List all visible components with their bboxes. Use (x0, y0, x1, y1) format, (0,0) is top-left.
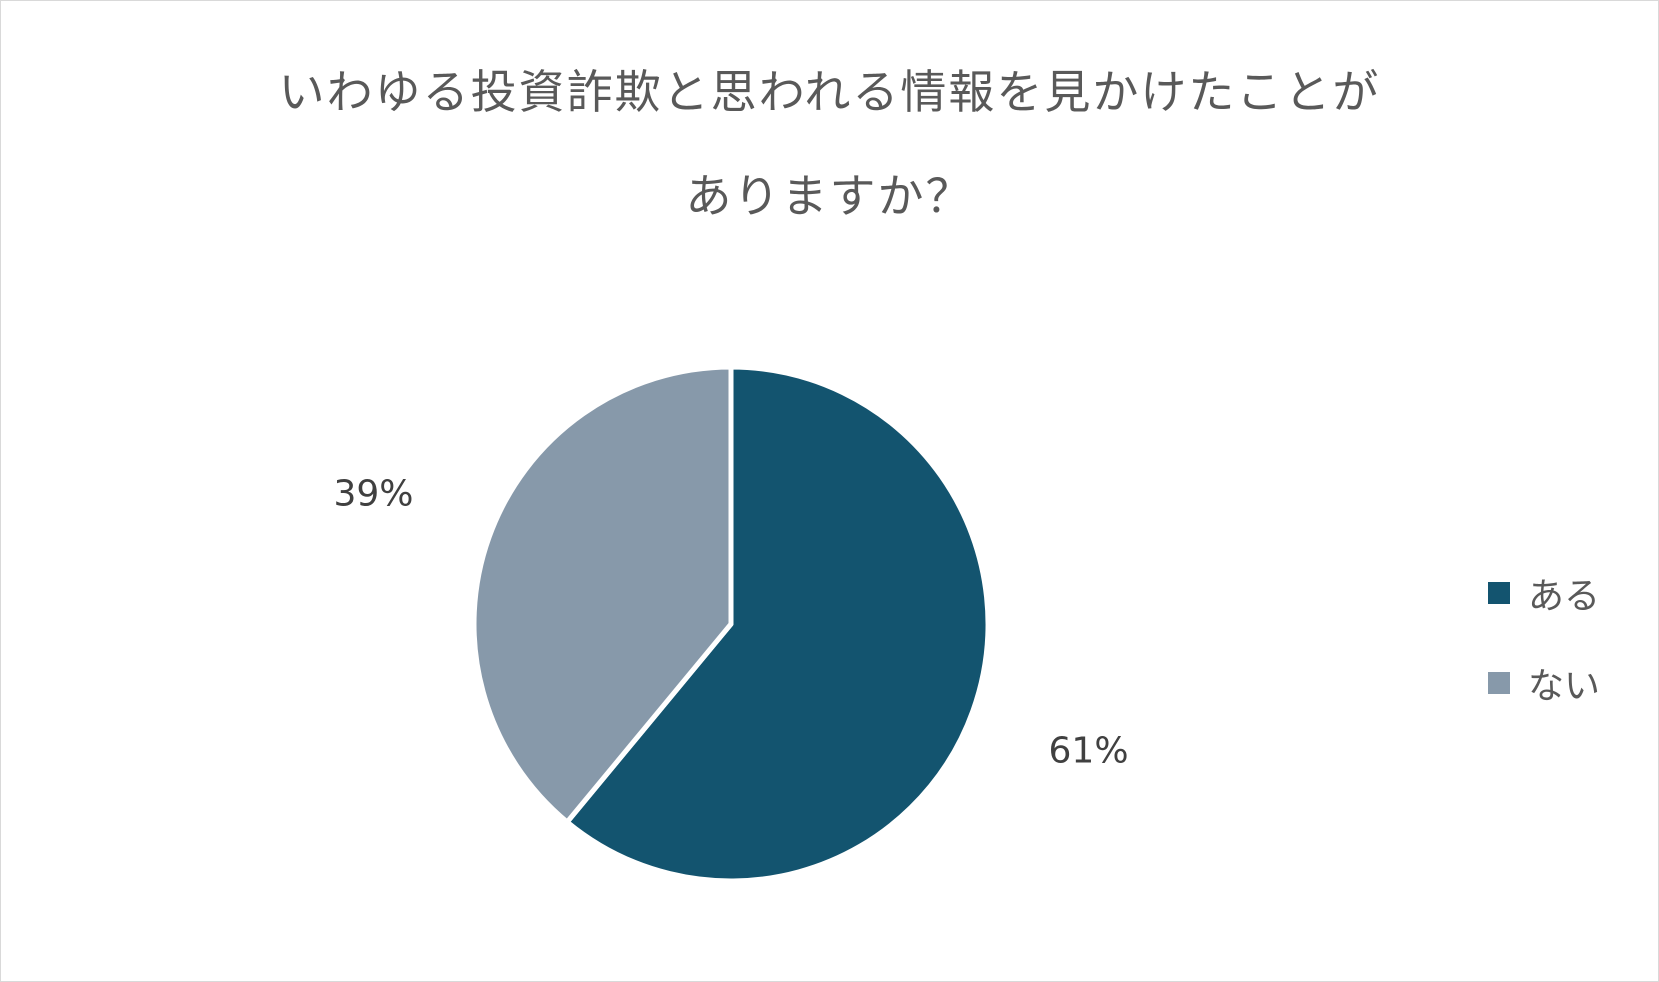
chart-legend: ある ない (1488, 548, 1600, 728)
legend-swatch-nai (1488, 672, 1510, 694)
chart-title-line2: ありますか？ (685, 169, 974, 223)
legend-label-aru: ある (1528, 576, 1601, 617)
pie-slice-aru (564, 364, 991, 884)
chart-title-line1: いわゆる投資詐欺と思われる情報を見かけたことが (278, 65, 1381, 119)
data-label-nai: 39% (333, 473, 413, 514)
legend-label-nai: ない (1528, 666, 1601, 707)
pie-slice-nai (471, 364, 734, 825)
data-label-aru: 61% (1049, 731, 1129, 772)
legend-item-nai: ない (1488, 638, 1600, 728)
chart-title: いわゆる投資詐欺と思われる情報を見かけたことが ありますか？ (0, 40, 1659, 248)
legend-item-aru: ある (1488, 548, 1600, 638)
legend-swatch-aru (1488, 582, 1510, 604)
